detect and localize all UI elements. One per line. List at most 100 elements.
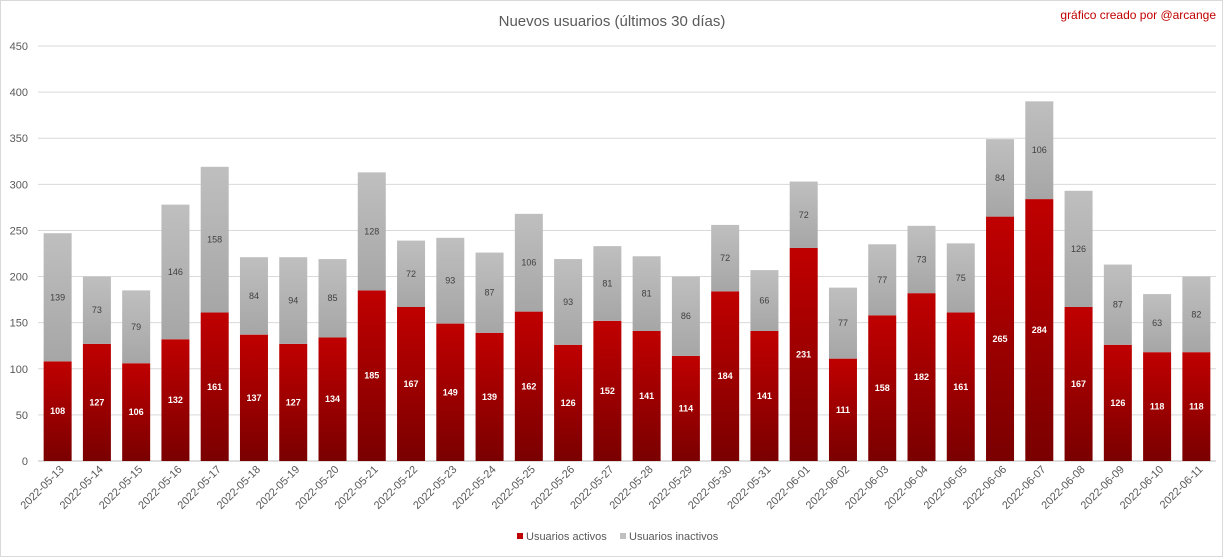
data-label-active: 167 xyxy=(404,379,419,389)
legend-swatch-active xyxy=(517,533,523,539)
x-axis-ticks: 2022-05-132022-05-142022-05-152022-05-16… xyxy=(18,464,1205,512)
data-label-inactive: 94 xyxy=(288,296,298,306)
legend: Usuarios activos Usuarios inactivos xyxy=(517,531,719,543)
bar-inactive xyxy=(357,172,386,291)
bar-active xyxy=(750,330,779,461)
bar-inactive xyxy=(436,237,465,324)
y-tick-label: 300 xyxy=(10,179,28,191)
bar-active xyxy=(397,306,426,461)
data-label-inactive: 87 xyxy=(485,288,495,298)
bar-active xyxy=(514,311,543,461)
data-label-inactive: 126 xyxy=(1071,244,1086,254)
data-label-inactive: 63 xyxy=(1152,318,1162,328)
bar-inactive xyxy=(789,181,818,248)
data-label-active: 161 xyxy=(953,382,968,392)
data-label-active: 134 xyxy=(325,394,340,404)
data-label-inactive: 77 xyxy=(877,275,887,285)
bar-inactive xyxy=(200,166,229,313)
bar-active xyxy=(554,344,583,461)
bar-inactive xyxy=(986,139,1015,217)
bar-active xyxy=(711,291,740,461)
data-label-inactive: 79 xyxy=(131,322,141,332)
bar-active xyxy=(475,332,504,461)
bar-active xyxy=(1182,352,1211,461)
data-label-active: 284 xyxy=(1032,325,1047,335)
bar-inactive xyxy=(868,244,897,316)
data-label-inactive: 77 xyxy=(838,318,848,328)
data-label-active: 162 xyxy=(521,381,536,391)
bar-inactive xyxy=(632,256,661,331)
data-label-active: 108 xyxy=(50,406,65,416)
data-label-active: 137 xyxy=(246,393,261,403)
bar-inactive xyxy=(907,225,936,294)
y-tick-label: 200 xyxy=(10,272,28,284)
y-axis-ticks: 0 50 100 150 200 250 300 350 400 450 xyxy=(10,41,28,468)
bar-inactive xyxy=(671,276,700,356)
bars xyxy=(43,101,1211,462)
data-label-inactive: 72 xyxy=(720,253,730,263)
bar-inactive xyxy=(711,224,740,292)
bar-active xyxy=(357,290,386,461)
bar-active xyxy=(200,312,229,461)
bar-active xyxy=(1103,344,1132,461)
chart-title: Nuevos usuarios (últimos 30 días) xyxy=(499,13,726,30)
data-label-active: 158 xyxy=(875,383,890,393)
bar-inactive xyxy=(1182,276,1211,353)
data-label-inactive: 139 xyxy=(50,292,65,302)
data-label-inactive: 73 xyxy=(916,254,926,264)
bar-inactive xyxy=(279,257,308,344)
data-label-inactive: 87 xyxy=(1113,300,1123,310)
legend-swatch-inactive xyxy=(620,533,626,539)
data-label-inactive: 84 xyxy=(249,291,259,301)
data-label-active: 118 xyxy=(1189,402,1204,412)
data-label-active: 141 xyxy=(639,391,654,401)
data-label-active: 184 xyxy=(718,371,733,381)
legend-label-inactive: Usuarios inactivos xyxy=(629,531,719,543)
data-label-active: 231 xyxy=(796,349,811,359)
bar-active xyxy=(1064,306,1093,461)
bar-active xyxy=(671,355,700,461)
data-label-inactive: 82 xyxy=(1191,309,1201,319)
data-label-active: 185 xyxy=(364,371,379,381)
bar-inactive xyxy=(475,252,504,333)
bar-inactive xyxy=(593,246,622,321)
data-label-inactive: 73 xyxy=(92,305,102,315)
bar-inactive xyxy=(43,233,72,362)
bar-active xyxy=(907,293,936,461)
data-label-inactive: 146 xyxy=(168,267,183,277)
bar-active xyxy=(82,343,111,461)
bar-active xyxy=(161,339,190,461)
data-label-inactive: 72 xyxy=(406,269,416,279)
data-label-active: 182 xyxy=(914,372,929,382)
bar-active xyxy=(946,312,975,461)
data-label-active: 114 xyxy=(679,403,694,413)
y-tick-label: 400 xyxy=(10,87,28,99)
bar-inactive xyxy=(1025,101,1054,200)
bar-inactive xyxy=(514,213,543,312)
data-label-active: 152 xyxy=(600,386,615,396)
bar-active xyxy=(593,320,622,461)
data-label-inactive: 128 xyxy=(364,226,379,236)
bar-inactive xyxy=(318,259,347,338)
data-label-inactive: 72 xyxy=(799,210,809,220)
data-label-active: 111 xyxy=(836,405,850,415)
bar-inactive xyxy=(122,290,151,364)
data-label-inactive: 81 xyxy=(642,289,652,299)
y-tick-label: 250 xyxy=(10,225,28,237)
y-tick-label: 150 xyxy=(10,318,28,330)
data-label-active: 132 xyxy=(168,395,183,405)
bar-active xyxy=(1143,352,1172,461)
chart-credit: gráfico creado por @arcange xyxy=(1060,8,1216,22)
bar-active xyxy=(868,315,897,461)
bar-inactive xyxy=(239,257,268,335)
bar-inactive xyxy=(946,243,975,313)
bar-active xyxy=(986,216,1015,461)
data-label-inactive: 106 xyxy=(521,258,536,268)
y-tick-label: 0 xyxy=(22,456,28,468)
data-label-inactive: 66 xyxy=(759,296,769,306)
bar-inactive xyxy=(161,204,190,340)
bar-active xyxy=(828,358,857,461)
legend-label-active: Usuarios activos xyxy=(526,531,607,543)
data-label-inactive: 158 xyxy=(207,235,222,245)
